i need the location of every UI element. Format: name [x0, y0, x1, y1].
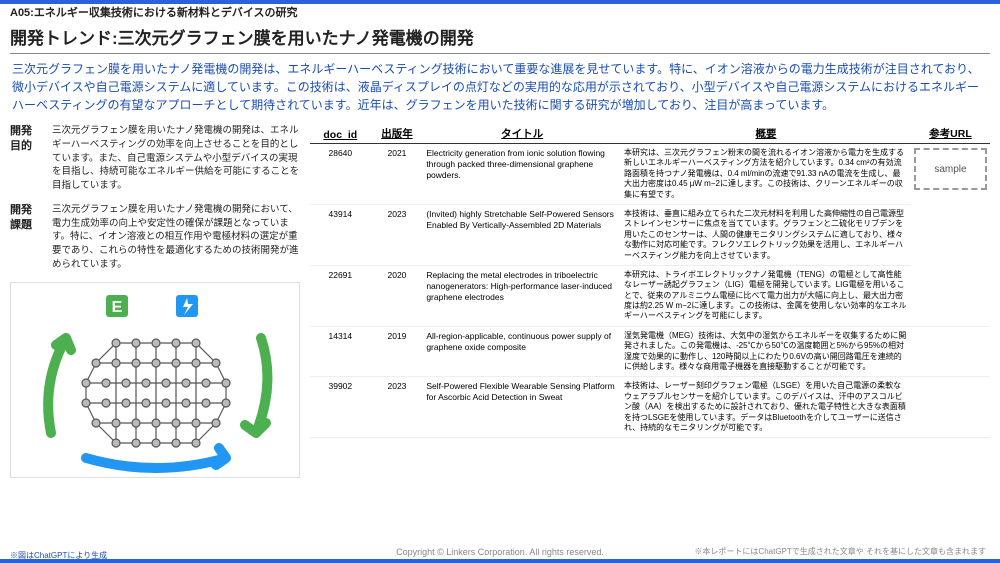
table-row: 226912020Replacing the metal electrodes …	[310, 265, 990, 326]
illustration: E	[10, 282, 300, 478]
body: 開発 目的 三次元グラフェン膜を用いたナノ発電機の開発は、エネルギーハーベスティ…	[0, 120, 1000, 478]
right-column: doc_id 出版年 タイトル 概要 参考URL 286402021Electr…	[310, 124, 990, 478]
th-doc: doc_id	[310, 124, 371, 144]
cell-summary: 湿気発電機（MEG）技術は、大気中の湿気からエネルギーを収集するために開発されま…	[621, 326, 911, 377]
section-issue-text: 三次元グラフェン膜を用いたナノ発電機の開発において、電力生成効率の向上や安定性の…	[52, 203, 300, 272]
cell-doc: 28640	[310, 144, 371, 205]
cell-year: 2020	[371, 265, 424, 326]
section-issue-label: 開発 課題	[10, 203, 44, 272]
cell-title: All-region-applicable, continuous power …	[423, 326, 621, 377]
cell-doc: 43914	[310, 204, 371, 265]
left-column: 開発 目的 三次元グラフェン膜を用いたナノ発電機の開発は、エネルギーハーベスティ…	[10, 124, 300, 478]
cell-year: 2023	[371, 204, 424, 265]
th-url: 参考URL	[911, 124, 990, 144]
cell-title: Electricity generation from ionic soluti…	[423, 144, 621, 205]
sample-placeholder: sample	[914, 148, 987, 190]
footer-note: ※本レポートにはChatGPTで生成された文章や それを基にした文章も含まれます	[694, 546, 986, 557]
cell-summary: 本技術は、垂直に組み立てられた二次元材料を利用した高伸縮性の自己電源型ストレイン…	[621, 204, 911, 265]
bottom-bar	[0, 559, 1000, 563]
svg-text:E: E	[112, 299, 123, 316]
cell-doc: 14314	[310, 326, 371, 377]
cell-title: (Invited) highly Stretchable Self-Powere…	[423, 204, 621, 265]
cell-url	[911, 326, 990, 377]
table-row: 143142019All-region-applicable, continuo…	[310, 326, 990, 377]
cell-summary: 本技術は、レーザー刻印グラフェン電極（LSGE）を用いた自己電源の柔軟なウェアラ…	[621, 377, 911, 438]
table-row: 286402021Electricity generation from ion…	[310, 144, 990, 205]
th-summary: 概要	[621, 124, 911, 144]
section-purpose-text: 三次元グラフェン膜を用いたナノ発電機の開発は、エネルギーハーベスティングの効率を…	[52, 124, 300, 193]
graphene-diagram-icon: E	[11, 283, 300, 478]
cell-doc: 22691	[310, 265, 371, 326]
th-title: タイトル	[423, 124, 621, 144]
table-row: 439142023(Invited) highly Stretchable Se…	[310, 204, 990, 265]
cell-doc: 39902	[310, 377, 371, 438]
section-purpose: 開発 目的 三次元グラフェン膜を用いたナノ発電機の開発は、エネルギーハーベスティ…	[10, 124, 300, 193]
papers-table: doc_id 出版年 タイトル 概要 参考URL 286402021Electr…	[310, 124, 990, 438]
table-row: 399022023Self-Powered Flexible Wearable …	[310, 377, 990, 438]
page-title: 開発トレンド:三次元グラフェン膜を用いたナノ発電機の開発	[0, 20, 1000, 53]
th-year: 出版年	[371, 124, 424, 144]
section-issue: 開発 課題 三次元グラフェン膜を用いたナノ発電機の開発において、電力生成効率の向…	[10, 203, 300, 272]
header-code: A05:エネルギー収集技術における新材料とデバイスの研究	[0, 0, 1000, 20]
footer: Copyright © Linkers Corporation. All rig…	[0, 547, 1000, 557]
cell-year: 2019	[371, 326, 424, 377]
cell-url: sample	[911, 144, 990, 327]
cell-title: Replacing the metal electrodes in triboe…	[423, 265, 621, 326]
page: A05:エネルギー収集技術における新材料とデバイスの研究 開発トレンド:三次元グ…	[0, 0, 1000, 563]
cell-title: Self-Powered Flexible Wearable Sensing P…	[423, 377, 621, 438]
cell-year: 2021	[371, 144, 424, 205]
cell-summary: 本研究は、トライボエレクトリックナノ発電機（TENG）の電極として高性能なレーザ…	[621, 265, 911, 326]
section-purpose-label: 開発 目的	[10, 124, 44, 193]
cell-summary: 本研究は、三次元グラフェン粉末の間を流れるイオン溶液から電力を生成する新しいエネ…	[621, 144, 911, 205]
cell-year: 2023	[371, 377, 424, 438]
lead-text: 三次元グラフェン膜を用いたナノ発電機の開発は、エネルギーハーベスティング技術にお…	[0, 54, 1000, 120]
cell-url	[911, 377, 990, 438]
